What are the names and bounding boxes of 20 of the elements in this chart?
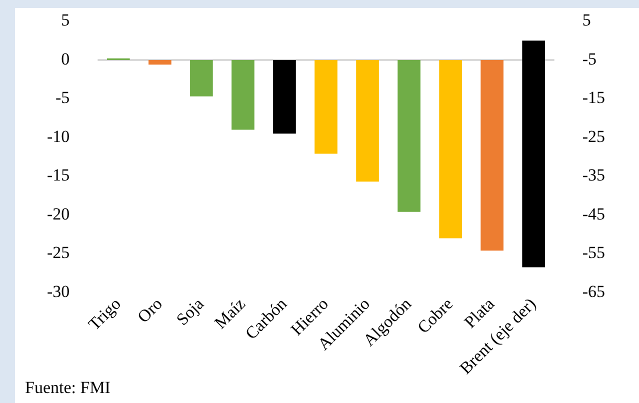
y2-tick-label: -15 [582,88,606,108]
y-tick-label: -15 [46,166,70,185]
y-tick-label: -25 [46,243,70,262]
y2-tick-label: -65 [582,282,606,301]
y2-tick-label: -45 [582,204,606,224]
x-tick-label: Oro [134,294,166,326]
y2-tick-label: -5 [582,49,597,68]
y2-tick-label: -35 [582,166,606,185]
y-tick-label: 5 [61,10,70,30]
y-tick-label: -10 [46,126,70,146]
y-tick-label: 0 [61,49,70,68]
y-tick-label: -5 [55,88,70,108]
y2-tick-label: -25 [582,126,606,146]
y2-tick-label: -55 [582,243,606,262]
x-tick-label: Trigo [84,294,124,334]
x-tick-label: Soja [172,294,208,330]
y-tick-label: -30 [46,282,70,301]
y2-tick-label: 5 [582,10,591,30]
y-tick-label: -20 [46,204,70,224]
source-note: Fuente: FMI [25,378,111,397]
